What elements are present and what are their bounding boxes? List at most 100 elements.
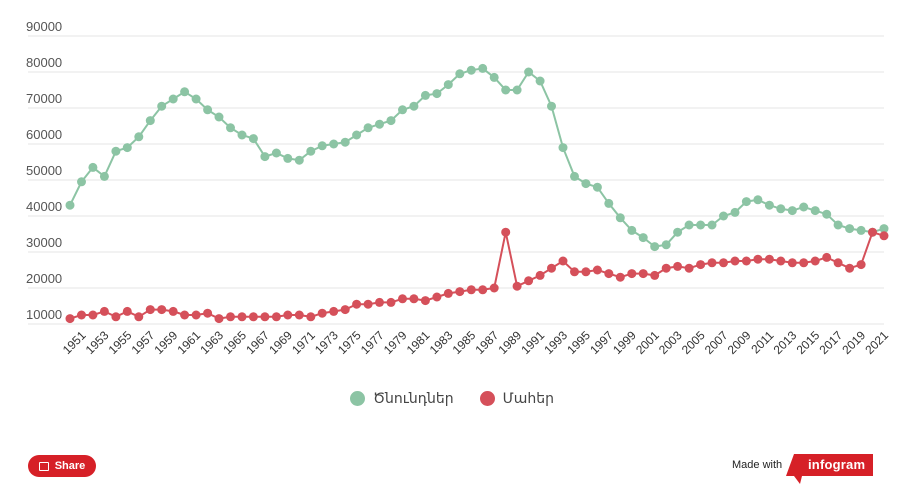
data-point[interactable] (88, 310, 98, 320)
data-point[interactable] (673, 227, 683, 237)
data-point[interactable] (776, 256, 786, 266)
data-point[interactable] (845, 263, 855, 273)
data-point[interactable] (592, 182, 602, 192)
data-point[interactable] (879, 224, 889, 234)
data-point[interactable] (478, 63, 488, 73)
data-point[interactable] (845, 224, 855, 234)
data-point[interactable] (673, 261, 683, 271)
data-point[interactable] (283, 153, 293, 163)
data-point[interactable] (99, 306, 109, 316)
data-point[interactable] (226, 312, 235, 322)
data-point[interactable] (145, 116, 155, 126)
data-point[interactable] (501, 227, 511, 237)
infogram-logo[interactable] (786, 454, 873, 484)
data-point[interactable] (489, 283, 499, 293)
data-point[interactable] (581, 267, 591, 277)
data-point[interactable] (122, 143, 132, 153)
data-point[interactable] (833, 258, 843, 268)
data-point[interactable] (168, 306, 178, 316)
data-point[interactable] (615, 213, 625, 223)
data-point[interactable] (730, 256, 740, 266)
data-point[interactable] (203, 308, 213, 318)
data-point[interactable] (191, 94, 201, 104)
data-point[interactable] (489, 72, 499, 82)
data-point[interactable] (822, 209, 832, 219)
data-point[interactable] (432, 89, 442, 99)
data-point[interactable] (661, 263, 671, 273)
share-button[interactable]: Share (28, 455, 96, 477)
data-point[interactable] (799, 258, 809, 268)
data-point[interactable] (719, 211, 728, 221)
data-point[interactable] (398, 294, 407, 304)
data-point[interactable] (77, 177, 86, 187)
data-point[interactable] (386, 116, 396, 126)
data-point[interactable] (214, 112, 224, 122)
data-point[interactable] (466, 285, 476, 295)
data-point[interactable] (696, 260, 706, 270)
legend-item-deaths[interactable]: Մահեր (479, 390, 554, 407)
data-point[interactable] (661, 240, 671, 250)
data-point[interactable] (420, 90, 430, 100)
data-point[interactable] (741, 197, 751, 207)
data-point[interactable] (547, 101, 556, 111)
data-point[interactable] (260, 152, 270, 162)
data-point[interactable] (638, 233, 648, 243)
data-point[interactable] (558, 256, 568, 266)
data-point[interactable] (856, 260, 866, 270)
data-point[interactable] (604, 269, 614, 279)
data-point[interactable] (627, 225, 637, 235)
data-point[interactable] (283, 310, 293, 320)
data-point[interactable] (237, 130, 247, 140)
data-point[interactable] (478, 285, 488, 295)
data-point[interactable] (168, 94, 178, 104)
data-point[interactable] (375, 119, 384, 129)
data-point[interactable] (329, 139, 339, 149)
data-point[interactable] (363, 299, 373, 309)
data-point[interactable] (191, 310, 201, 320)
data-point[interactable] (65, 200, 75, 210)
data-point[interactable] (248, 312, 258, 322)
data-point[interactable] (570, 171, 579, 181)
data-point[interactable] (386, 297, 396, 307)
data-point[interactable] (375, 297, 384, 307)
data-point[interactable] (524, 67, 534, 77)
data-point[interactable] (799, 202, 809, 212)
data-point[interactable] (134, 132, 144, 142)
data-point[interactable] (764, 254, 774, 264)
data-point[interactable] (180, 310, 190, 320)
data-point[interactable] (432, 292, 442, 302)
data-point[interactable] (329, 306, 339, 316)
data-point[interactable] (363, 123, 373, 133)
data-point[interactable] (615, 272, 625, 282)
data-point[interactable] (180, 87, 190, 97)
data-point[interactable] (810, 206, 820, 216)
data-point[interactable] (248, 134, 258, 144)
data-point[interactable] (753, 195, 763, 205)
data-point[interactable] (833, 220, 843, 230)
data-point[interactable] (501, 85, 511, 95)
data-point[interactable] (443, 288, 453, 298)
data-point[interactable] (260, 312, 270, 322)
data-point[interactable] (226, 123, 235, 133)
data-point[interactable] (294, 310, 304, 320)
data-point[interactable] (157, 101, 167, 111)
data-point[interactable] (753, 254, 763, 264)
data-point[interactable] (409, 294, 419, 304)
data-point[interactable] (879, 231, 889, 241)
data-point[interactable] (294, 155, 304, 165)
data-point[interactable] (157, 305, 167, 315)
data-point[interactable] (650, 242, 660, 252)
data-point[interactable] (512, 281, 522, 291)
data-point[interactable] (271, 148, 281, 158)
data-point[interactable] (570, 267, 579, 277)
data-point[interactable] (558, 143, 568, 153)
data-point[interactable] (707, 258, 717, 268)
legend-item-births[interactable]: Ծնունդներ (349, 390, 454, 407)
data-point[interactable] (134, 312, 144, 322)
data-point[interactable] (306, 146, 316, 156)
data-point[interactable] (512, 85, 522, 95)
data-point[interactable] (409, 101, 419, 111)
data-point[interactable] (466, 65, 476, 75)
data-point[interactable] (592, 265, 602, 275)
data-point[interactable] (203, 105, 213, 115)
